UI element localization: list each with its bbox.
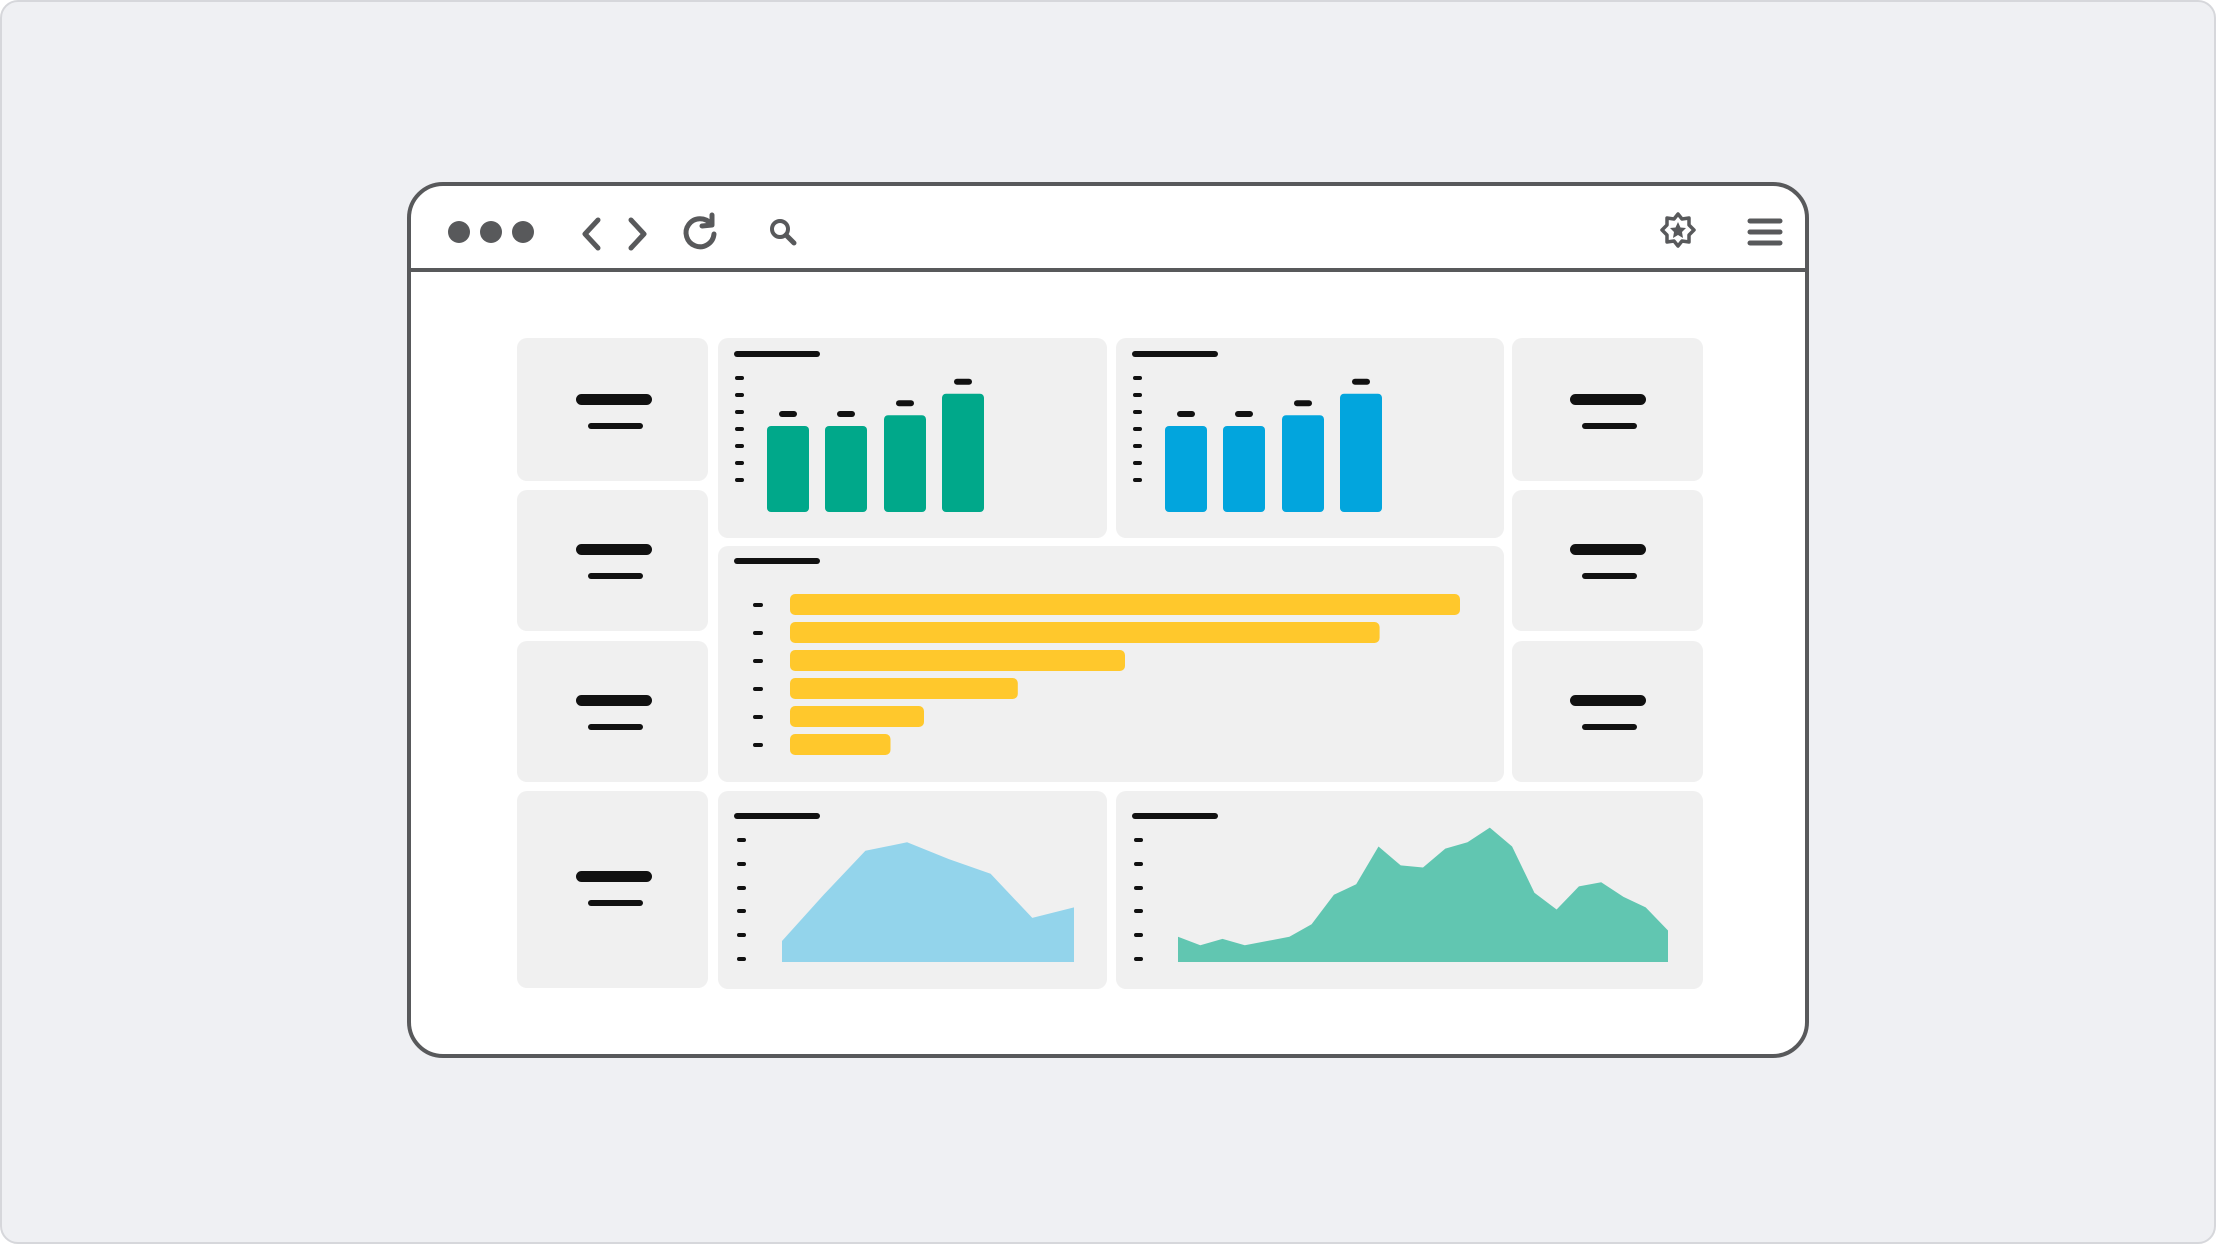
y-tick-mark: [735, 410, 744, 414]
bar: [790, 734, 891, 755]
y-tick-mark: [1134, 886, 1143, 890]
y-tick-mark: [735, 376, 744, 380]
stat-card[interactable]: [517, 791, 708, 988]
bar: [790, 650, 1125, 671]
y-tick-mark: [1134, 909, 1143, 913]
area-chart-right: [1132, 813, 1668, 962]
blue-bar-chart: [1132, 351, 1382, 512]
horizontal-bar-chart-panel: [718, 546, 1504, 782]
stat-card[interactable]: [517, 641, 708, 782]
category-tick-mark: [753, 715, 763, 719]
category-tick-mark: [753, 631, 763, 635]
bar-value-label-placeholder: [837, 411, 855, 417]
y-tick-mark: [1134, 933, 1143, 937]
chart-title-placeholder: [734, 558, 820, 564]
stat-card[interactable]: [1512, 338, 1703, 481]
y-tick-mark: [1133, 427, 1142, 431]
y-tick-mark: [1133, 461, 1142, 465]
y-tick-mark: [737, 933, 746, 937]
dashboard-content: [411, 272, 1805, 1054]
category-tick-mark: [753, 687, 763, 691]
bar: [1165, 426, 1207, 512]
bar-value-label-placeholder: [779, 411, 797, 417]
stat-card[interactable]: [1512, 641, 1703, 782]
chart-title-placeholder: [734, 351, 820, 357]
y-tick-mark: [1134, 862, 1143, 866]
bar: [884, 415, 926, 512]
bar: [767, 426, 809, 512]
browser-window: [407, 182, 1809, 1058]
y-tick-mark: [735, 461, 744, 465]
area-chart-panel-right: [1116, 791, 1703, 989]
bar: [790, 706, 924, 727]
window-dot-icon[interactable]: [512, 221, 534, 243]
window-dot-icon[interactable]: [448, 221, 470, 243]
chevron-left-icon[interactable]: [580, 216, 604, 252]
y-tick-mark: [737, 862, 746, 866]
blue-bar-chart-panel: [1116, 338, 1504, 538]
stat-card[interactable]: [517, 490, 708, 631]
chart-title-placeholder: [1132, 813, 1218, 819]
window-dot-icon[interactable]: [480, 221, 502, 243]
bar: [1223, 426, 1265, 512]
bar: [825, 426, 867, 512]
bar: [790, 594, 1460, 615]
category-tick-mark: [753, 659, 763, 663]
y-tick-mark: [735, 393, 744, 397]
bar-value-label-placeholder: [1294, 400, 1312, 407]
bar-value-label-placeholder: [1352, 378, 1370, 385]
bar-value-label-placeholder: [896, 400, 914, 407]
y-tick-mark: [737, 909, 746, 913]
search-icon[interactable]: [767, 216, 801, 250]
y-tick-mark: [735, 478, 744, 482]
hamburger-menu-icon[interactable]: [1747, 216, 1783, 248]
y-tick-mark: [737, 886, 746, 890]
star-badge-icon[interactable]: [1658, 210, 1698, 250]
y-tick-mark: [735, 427, 744, 431]
area-series: [1178, 827, 1668, 962]
y-tick-mark: [1133, 393, 1142, 397]
area-chart-panel-left: [718, 791, 1107, 989]
y-tick-mark: [735, 444, 744, 448]
y-tick-mark: [737, 957, 746, 961]
y-tick-mark: [1134, 838, 1143, 842]
y-tick-mark: [1134, 957, 1143, 961]
green-bar-chart: [734, 351, 984, 512]
bar: [942, 393, 984, 512]
green-bar-chart-panel: [718, 338, 1107, 538]
y-tick-mark: [1133, 444, 1142, 448]
bar: [1282, 415, 1324, 512]
area-series: [782, 842, 1074, 962]
bar: [790, 678, 1018, 699]
category-tick-mark: [753, 603, 763, 607]
bar-value-label-placeholder: [954, 378, 972, 385]
browser-toolbar: [411, 186, 1805, 272]
area-chart-left: [734, 813, 1074, 962]
bar-value-label-placeholder: [1177, 411, 1195, 417]
stat-card[interactable]: [1512, 490, 1703, 631]
stat-card[interactable]: [517, 338, 708, 481]
chevron-right-icon[interactable]: [625, 216, 649, 252]
y-tick-mark: [737, 838, 746, 842]
category-tick-mark: [753, 743, 763, 747]
horizontal-bar-chart: [734, 558, 1460, 755]
y-tick-mark: [1133, 410, 1142, 414]
chart-title-placeholder: [734, 813, 820, 819]
reload-icon[interactable]: [681, 212, 721, 252]
y-tick-mark: [1133, 478, 1142, 482]
bar: [790, 622, 1380, 643]
bar: [1340, 393, 1382, 512]
chart-title-placeholder: [1132, 351, 1218, 357]
y-tick-mark: [1133, 376, 1142, 380]
bar-value-label-placeholder: [1235, 411, 1253, 417]
